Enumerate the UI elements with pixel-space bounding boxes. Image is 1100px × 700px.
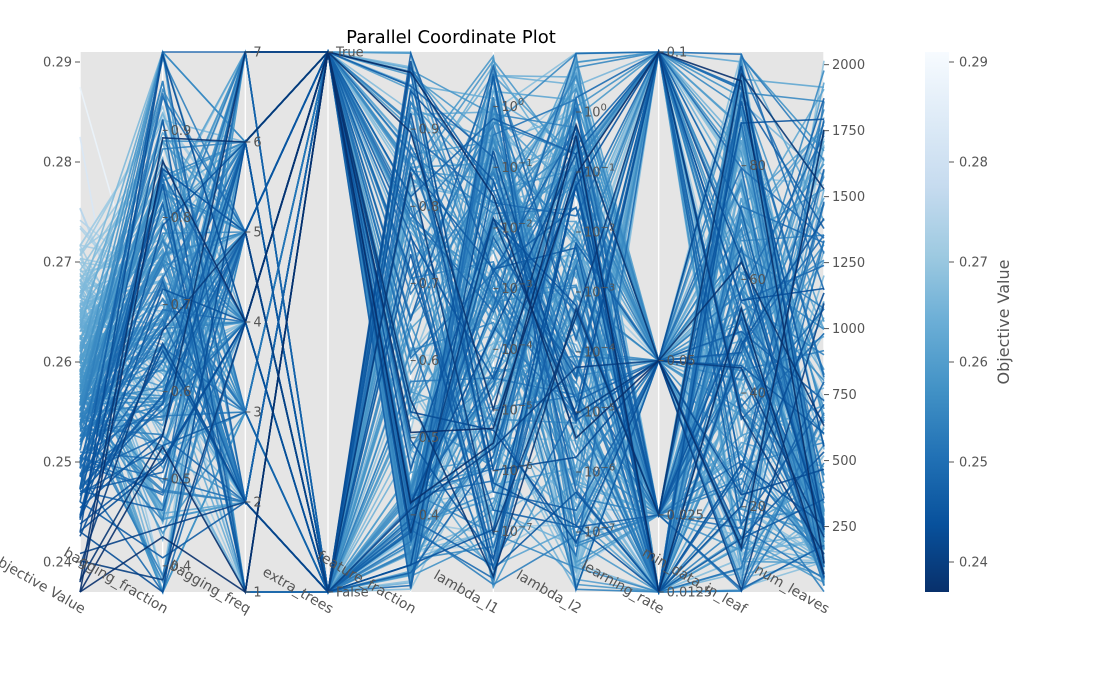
trial-line — [79, 50, 825, 583]
trial-line — [79, 50, 825, 563]
tick-label: 1750 — [832, 124, 865, 139]
trial-line — [79, 51, 825, 581]
trial-line — [79, 50, 825, 558]
trial-line — [79, 51, 825, 593]
colorbar-tick-label: 0.28 — [959, 156, 988, 171]
tick-label: 0.6 — [171, 385, 192, 400]
tick-label: 1500 — [832, 190, 865, 205]
tick-label: 0.24 — [43, 556, 72, 571]
trial-line — [79, 101, 825, 594]
trial-line — [79, 50, 825, 594]
trial-line — [79, 184, 825, 594]
colorbar — [925, 52, 949, 592]
colorbar-ticks: 0.24 0.25 0.26 0.27 0.28 0.29 — [949, 56, 988, 571]
tick-label: 1 — [253, 586, 261, 601]
tick-label: 2000 — [832, 58, 865, 73]
tick-label: 1000 — [832, 322, 865, 337]
trial-line — [79, 49, 825, 578]
trial-line — [79, 51, 825, 594]
tick-label: 0.5 — [419, 431, 440, 446]
trial-line — [79, 49, 825, 457]
trial-line — [79, 303, 825, 594]
trial-line — [79, 50, 825, 595]
tick-label: 0.05 — [667, 354, 696, 369]
tick-label: 2 — [253, 496, 261, 511]
tick-label: 0.28 — [43, 156, 72, 171]
tick-label: 3 — [253, 406, 261, 421]
tick-label: 80 — [749, 159, 766, 174]
chart-title: Parallel Coordinate Plot — [346, 27, 556, 48]
tick-label: False — [336, 586, 369, 601]
colorbar-label: Objective Value — [994, 260, 1013, 385]
tick-label: 1250 — [832, 256, 865, 271]
trial-line — [79, 51, 825, 593]
colorbar-tick-label: 0.26 — [959, 356, 988, 371]
tick-label: 750 — [832, 388, 857, 403]
trial-line — [79, 51, 825, 594]
trial-line — [79, 70, 825, 594]
trial-line — [79, 51, 825, 593]
tick-label: 0.4 — [171, 559, 192, 574]
axis-ticks: 0.24 0.25 0.26 0.27 0.28 0.29 0.4 0.5 0.6 0.7 0.8 0… — [43, 46, 865, 601]
trial-line — [79, 49, 825, 594]
trial-lines — [79, 48, 825, 596]
trial-line — [79, 49, 825, 518]
tick-label: 40 — [749, 387, 766, 402]
tick-label: 0.29 — [43, 56, 72, 71]
tick-label: 0.9 — [419, 123, 440, 138]
trial-line — [79, 49, 825, 593]
tick-label: 0.7 — [171, 298, 192, 313]
trial-line — [79, 165, 825, 594]
trial-line — [79, 118, 825, 594]
trial-line — [79, 51, 825, 581]
trial-line — [79, 48, 825, 595]
colorbar-tick-label: 0.27 — [959, 256, 988, 271]
trial-line — [79, 49, 825, 594]
trial-line — [79, 49, 825, 593]
tick-label: 0.5 — [171, 472, 192, 487]
tick-label: 0.25 — [43, 456, 72, 471]
trial-line — [79, 51, 825, 594]
tick-label: True — [335, 46, 364, 61]
trial-line — [79, 51, 825, 580]
trial-line — [79, 60, 825, 594]
trial-line — [79, 50, 825, 518]
trial-line — [79, 48, 825, 593]
tick-label: 0.26 — [43, 356, 72, 371]
trial-line — [79, 50, 825, 579]
tick-label: 0.9 — [171, 124, 192, 139]
trial-line — [79, 50, 825, 594]
tick-label: 250 — [832, 520, 857, 535]
tick-label: 0.6 — [419, 354, 440, 369]
trial-line — [79, 49, 825, 527]
trial-line — [79, 51, 825, 595]
trial-line — [79, 51, 825, 595]
tick-label: 0.4 — [419, 508, 440, 523]
colorbar-tick-label: 0.29 — [959, 56, 988, 71]
tick-label: 20 — [749, 500, 766, 515]
trial-line — [79, 51, 825, 594]
tick-label: 6 — [253, 136, 261, 151]
tick-label: 0.7 — [419, 277, 440, 292]
tick-label: 500 — [832, 454, 857, 469]
colorbar-tick-label: 0.24 — [959, 556, 988, 571]
tick-label: 0.8 — [419, 200, 440, 215]
trial-line — [79, 50, 825, 578]
trial-line — [79, 51, 825, 594]
tick-label: 0.1 — [667, 46, 688, 61]
tick-label: 0.025 — [667, 508, 704, 523]
tick-label: 60 — [749, 273, 766, 288]
tick-label: 0.27 — [43, 256, 72, 271]
tick-label: 4 — [253, 316, 261, 331]
tick-label: 0.8 — [171, 211, 192, 226]
tick-label: 0.0125 — [667, 586, 713, 601]
colorbar-tick-label: 0.25 — [959, 456, 988, 471]
tick-label: 5 — [253, 226, 261, 241]
tick-label: 7 — [253, 46, 261, 61]
